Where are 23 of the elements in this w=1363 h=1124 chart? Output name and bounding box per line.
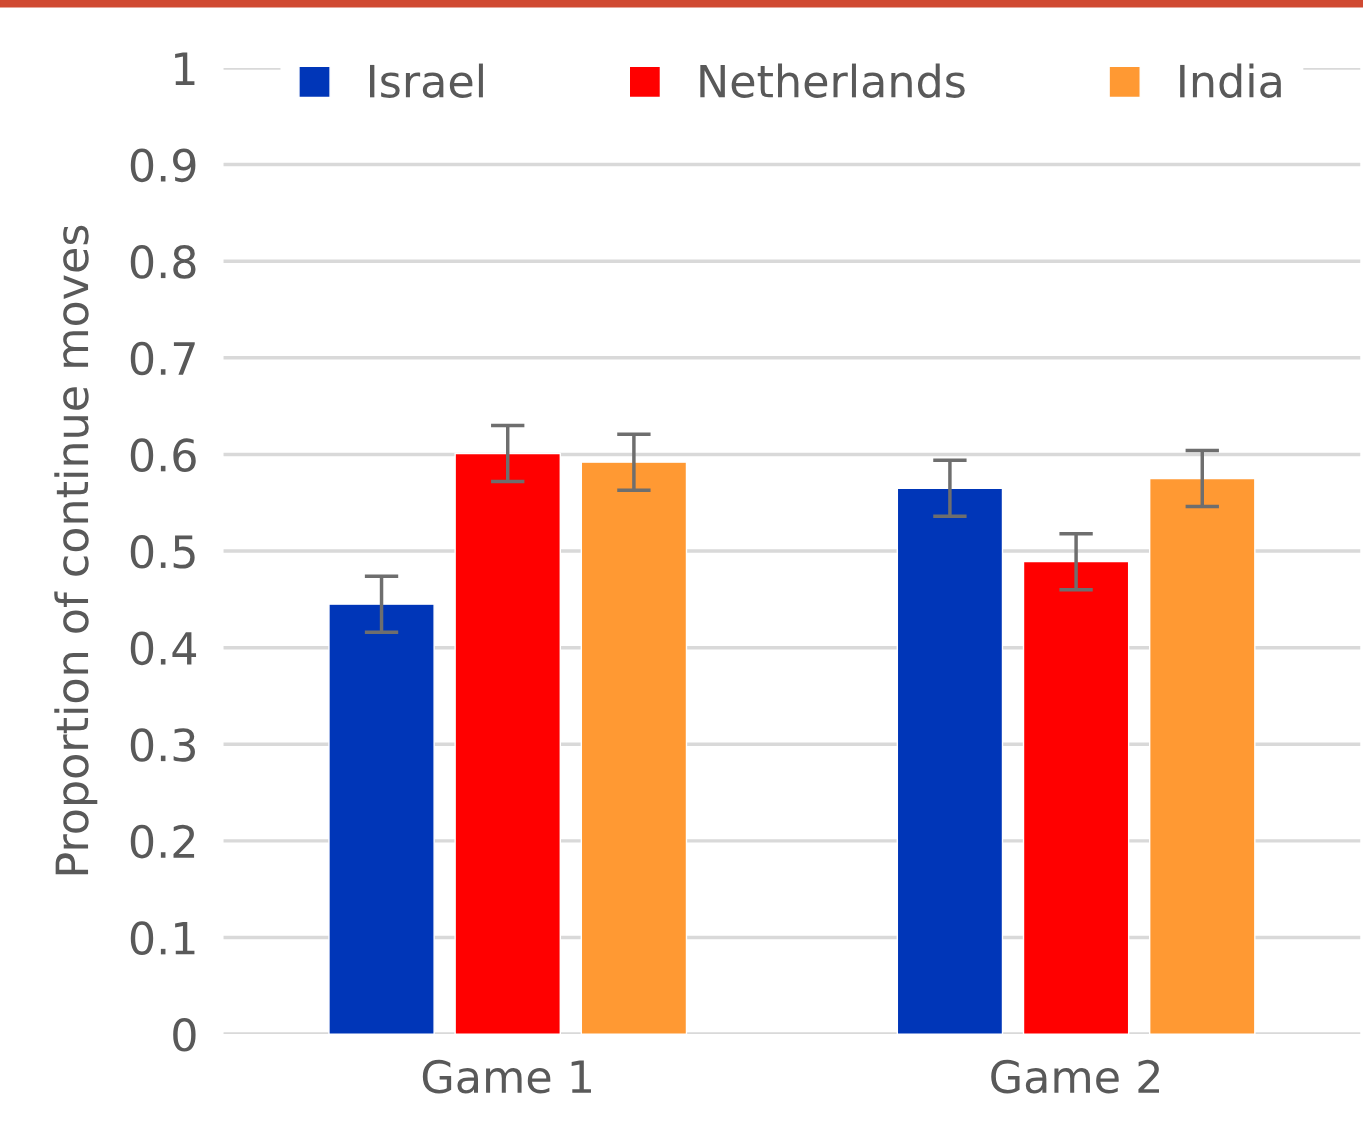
bar <box>580 461 688 1035</box>
y-tick-label: 1 <box>175 52 195 85</box>
y-tick-label: 0.4 <box>130 631 197 666</box>
y-tick-label: 0.7 <box>130 341 195 376</box>
bar <box>896 487 1004 1035</box>
bar <box>1022 560 1130 1035</box>
x-tick-label: Game 1 <box>422 1059 591 1094</box>
y-axis-title: Proportion of continue moves <box>54 225 98 875</box>
y-tick-label: 0.2 <box>130 824 195 859</box>
x-tick-label: Game 2 <box>991 1059 1159 1094</box>
bar <box>1148 477 1256 1035</box>
y-tick-label: 0.5 <box>130 534 195 569</box>
y-tick-label: 0 <box>173 1017 196 1052</box>
legend-label: Israel <box>369 63 483 98</box>
legend-label: Netherlands <box>700 63 965 98</box>
y-tick-label: 0.8 <box>130 245 196 279</box>
y-tick-label: 0.3 <box>130 728 195 762</box>
y-tick-label: 0.6 <box>130 438 196 472</box>
legend-label: India <box>1180 63 1281 98</box>
y-tick-label: 0.9 <box>130 148 196 183</box>
bar <box>328 603 435 1035</box>
bar <box>454 452 561 1035</box>
y-tick-label: 0.1 <box>130 921 195 955</box>
